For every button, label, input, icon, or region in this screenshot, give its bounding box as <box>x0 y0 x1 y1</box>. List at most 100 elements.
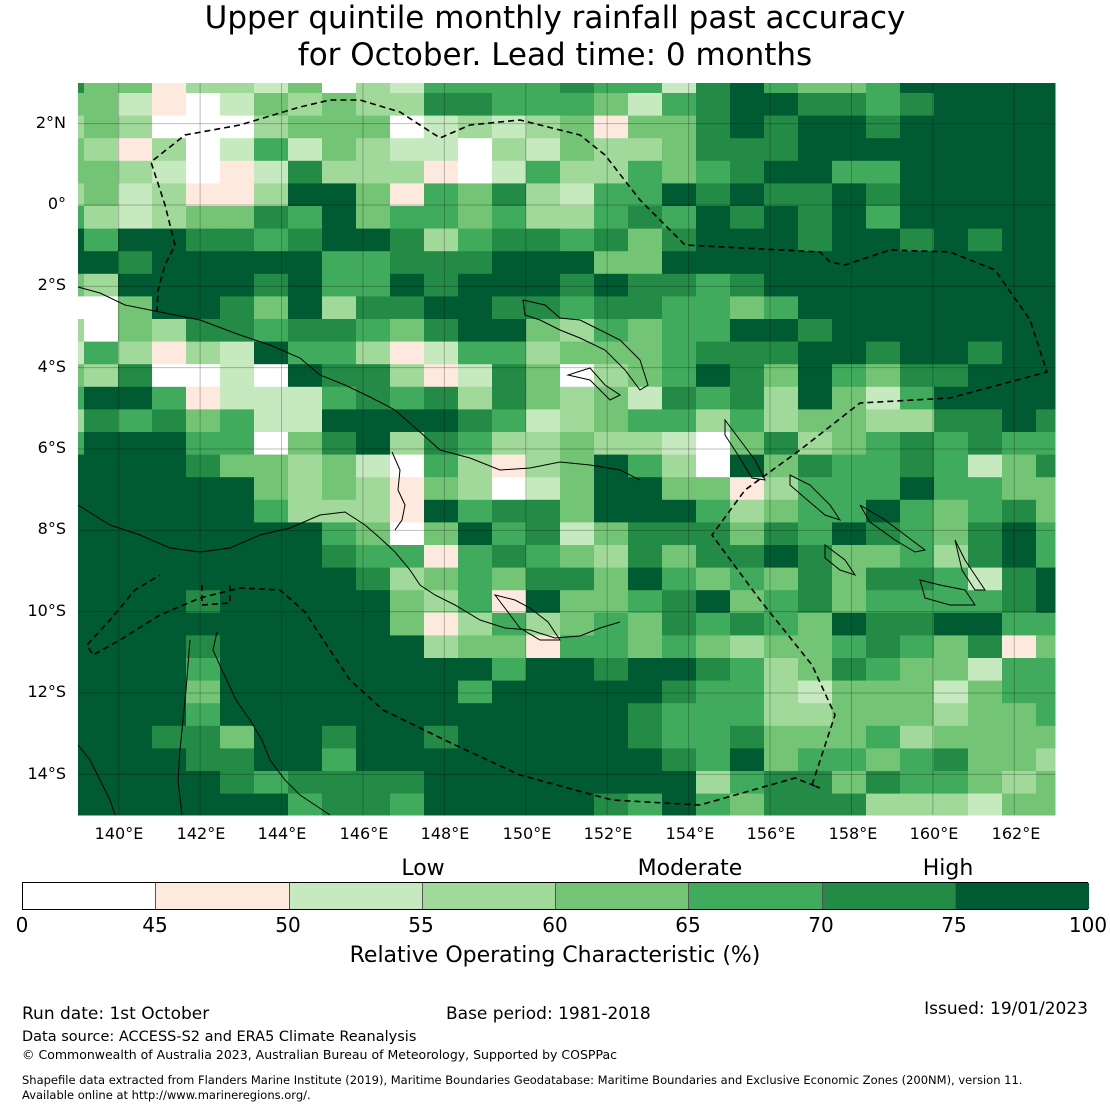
grid-cell <box>458 725 493 749</box>
grid-cell <box>492 341 527 365</box>
grid-cell <box>356 771 391 795</box>
grid-cell <box>84 567 119 591</box>
lat-label: 4°S <box>37 357 66 376</box>
grid-cell <box>866 658 901 682</box>
grid-cell <box>764 477 799 501</box>
grid-cell <box>492 364 527 388</box>
grid-cell <box>730 228 765 252</box>
grid-cell <box>832 273 867 297</box>
grid-cell <box>84 477 119 501</box>
grid-cell <box>832 680 867 704</box>
grid-cell <box>322 432 357 456</box>
grid-cell <box>78 680 85 704</box>
grid-cell <box>220 567 255 591</box>
grid-cell <box>220 273 255 297</box>
grid-cell <box>832 545 867 569</box>
grid-cell <box>798 386 833 410</box>
grid-cell <box>560 725 595 749</box>
grid-cell <box>220 93 255 117</box>
grid-cell <box>832 612 867 636</box>
grid-cell <box>186 725 221 749</box>
grid-cell <box>288 748 323 772</box>
grid-cell <box>84 454 119 478</box>
grid-cell <box>798 522 833 546</box>
grid-cell <box>696 341 731 365</box>
grid-cell <box>78 206 85 230</box>
grid-cell <box>968 612 1003 636</box>
grid-cell <box>322 658 357 682</box>
new-guinea-south-coast <box>77 504 621 639</box>
grid-cell <box>730 115 765 139</box>
grid-cell <box>900 432 935 456</box>
grid-cell <box>356 183 391 207</box>
grid-cell <box>798 83 833 94</box>
grid-cell <box>934 228 969 252</box>
grid-cell <box>152 680 187 704</box>
grid-cell <box>1036 319 1056 343</box>
grid-cell <box>458 386 493 410</box>
colorbar-category-low: Low <box>401 856 445 881</box>
grid-cell <box>84 545 119 569</box>
grid-cell <box>934 183 969 207</box>
grid-cell <box>186 160 221 184</box>
grid-cell <box>322 477 357 501</box>
grid-cell <box>594 115 629 139</box>
grid-cell <box>288 386 323 410</box>
grid-cell <box>356 409 391 433</box>
grid-cell <box>560 319 595 343</box>
grid-cell <box>458 635 493 659</box>
grid-cell <box>458 612 493 636</box>
grid-cell <box>900 680 935 704</box>
grid-cell <box>832 658 867 682</box>
grid-cell <box>934 612 969 636</box>
grid-cell <box>594 386 629 410</box>
grid-cell <box>322 83 357 94</box>
grid-cell <box>1002 499 1037 523</box>
grid-cell <box>152 273 187 297</box>
grid-cell <box>696 590 731 614</box>
cape-york-west <box>177 639 191 816</box>
grid-cell <box>866 115 901 139</box>
grid-cell <box>968 228 1003 252</box>
grid-cell <box>934 83 969 94</box>
grid-cell <box>866 522 901 546</box>
grid-cell <box>186 680 221 704</box>
grid-cell <box>696 680 731 704</box>
grid-cell <box>798 454 833 478</box>
grid-cell <box>696 658 731 682</box>
grid-cell <box>832 477 867 501</box>
grid-cell <box>968 725 1003 749</box>
grid-cell <box>560 793 595 816</box>
grid-cell <box>322 793 357 816</box>
grid-cell <box>424 432 459 456</box>
grid-cell <box>798 364 833 388</box>
grid-cell <box>254 409 289 433</box>
grid-cell <box>424 499 459 523</box>
shapefile-credit: Shapefile data extracted from Flanders M… <box>22 1073 1023 1087</box>
torres-strait-boundary <box>201 585 231 606</box>
grid-cell <box>152 703 187 727</box>
grid-cell <box>696 567 731 591</box>
grid-cell <box>458 115 493 139</box>
grid-cell <box>934 341 969 365</box>
grid-cell <box>832 454 867 478</box>
grid-cell <box>78 567 85 591</box>
grid-cell <box>764 296 799 320</box>
colorbar-tick: 50 <box>275 913 301 937</box>
grid-cell <box>764 341 799 365</box>
grid-cell <box>288 590 323 614</box>
grid-cell <box>628 432 663 456</box>
grid-cell <box>118 83 153 94</box>
grid-cell <box>1002 748 1037 772</box>
grid-cell <box>220 635 255 659</box>
grid-cell <box>696 115 731 139</box>
grid-cell <box>254 793 289 816</box>
grid-cell <box>288 522 323 546</box>
grid-cell <box>832 386 867 410</box>
grid-cell <box>288 658 323 682</box>
grid-cell <box>968 793 1003 816</box>
grid-cell <box>832 409 867 433</box>
grid-cell <box>254 477 289 501</box>
grid-cell <box>662 680 697 704</box>
grid-cell <box>118 522 153 546</box>
